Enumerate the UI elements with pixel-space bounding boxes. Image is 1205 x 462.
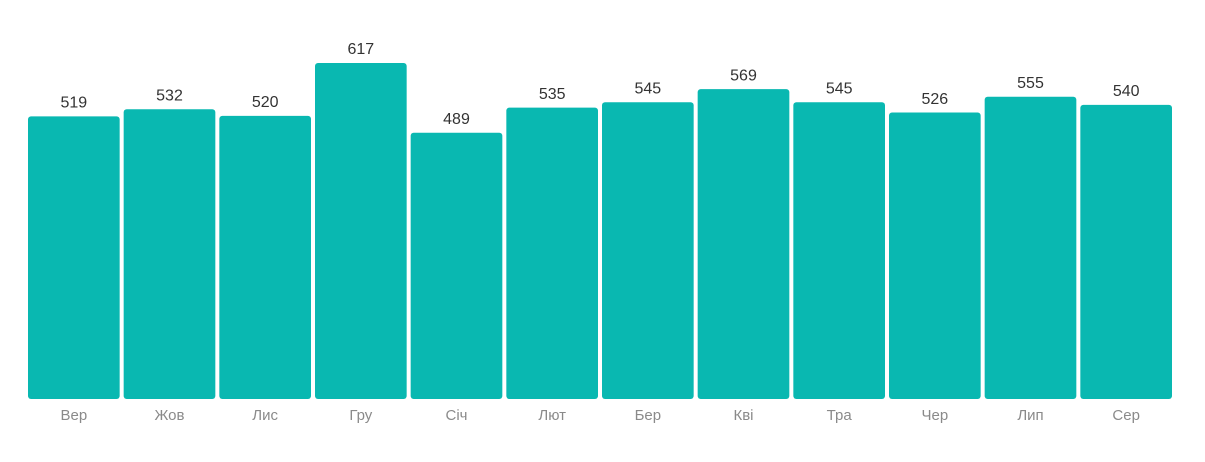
value-label: 569 [730,67,757,84]
x-tick-label: Чер [921,407,948,424]
bar [602,102,694,399]
bar [1080,104,1172,399]
value-label: 526 [921,91,948,108]
x-tick-label: Лют [538,407,566,424]
bar [697,89,790,400]
bar [889,112,981,400]
x-tick-label: Тра [827,407,853,424]
value-label: 519 [60,95,87,112]
bar [123,109,216,400]
bar [315,63,407,399]
bar [506,107,598,399]
bar [984,96,1077,400]
value-label: 545 [826,80,853,97]
x-tick-label: Лис [252,407,278,424]
x-tick-label: Гру [349,407,372,424]
bar [219,115,311,400]
value-label: 520 [252,94,279,111]
value-label: 545 [634,80,661,97]
x-tick-label: Сер [1112,407,1140,424]
value-label: 535 [539,86,566,103]
x-tick-label: Вер [60,407,87,424]
value-label: 489 [443,111,470,128]
value-label: 540 [1113,83,1140,100]
bar [410,132,503,399]
value-label: 617 [347,41,374,58]
bar [793,102,885,399]
x-tick-label: Лип [1017,407,1043,424]
x-tick-label: Січ [446,407,468,424]
x-tick-label: Жов [155,407,185,424]
x-tick-label: Кві [733,407,753,424]
value-label: 555 [1017,75,1044,92]
value-label: 532 [156,88,183,105]
bar [28,116,120,399]
x-tick-label: Бер [635,407,662,424]
